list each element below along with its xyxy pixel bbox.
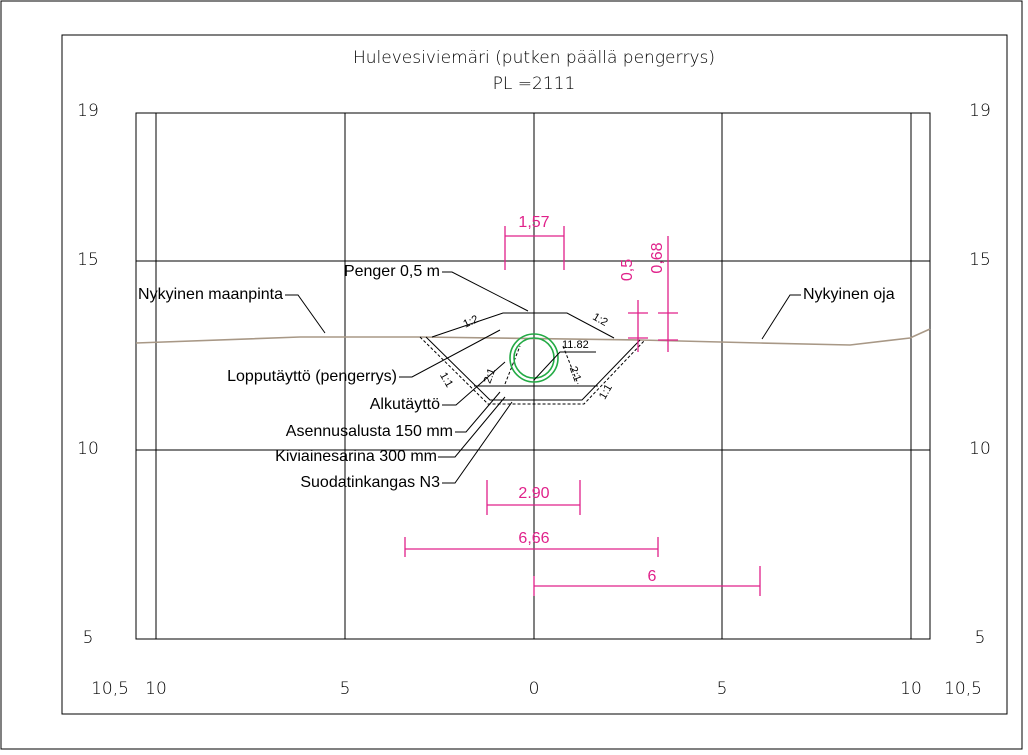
slope: 1:1 — [437, 370, 455, 389]
x-label: 5 — [340, 679, 351, 699]
pipe-level: 11.82 — [562, 339, 589, 351]
annotation: Kiviainesarina 300 mm — [275, 448, 437, 465]
annotation: Nykyinen maanpinta — [138, 286, 283, 303]
y-label: 5 — [83, 628, 94, 648]
y-label: 19 — [77, 101, 99, 121]
x-label: 10 — [145, 679, 167, 699]
x-label: 10 — [900, 679, 922, 699]
frame — [61, 34, 1008, 715]
annotation: Alkutäyttö — [370, 396, 440, 413]
pipe — [509, 333, 559, 383]
grid — [136, 113, 930, 639]
dimension: 2.90 — [518, 485, 549, 502]
y-label: 15 — [77, 250, 99, 270]
dimension: 0,68 — [649, 242, 666, 273]
annotation: Suodatinkangas N3 — [300, 474, 440, 491]
dimension: 6 — [648, 568, 657, 585]
y-labels-left: 19 15 10 5 — [77, 101, 99, 648]
subtitle: PL =2111 — [493, 74, 576, 94]
dimension-lines — [404, 226, 761, 596]
slope: 2:1 — [567, 365, 584, 383]
x-label: 0 — [529, 679, 540, 699]
annotation: Lopputäyttö (pengerrys) — [227, 368, 397, 385]
dimension: 0,5 — [619, 259, 636, 281]
x-label: 5 — [717, 679, 728, 699]
y-label: 10 — [969, 439, 991, 459]
x-labels: 10,5 10 5 0 5 10 10,5 — [91, 679, 982, 699]
dimension: 1,57 — [518, 214, 549, 231]
slope: 1:2 — [590, 311, 609, 329]
slope: 2:1 — [482, 367, 499, 385]
y-label: 10 — [77, 439, 99, 459]
dimension: 6,66 — [518, 530, 549, 547]
slope: 1:2 — [461, 313, 480, 330]
pipe-level-leader — [533, 351, 596, 381]
leaders — [285, 271, 801, 484]
ground-line — [135, 328, 931, 346]
annotation: Penger 0,5 m — [344, 263, 440, 280]
y-label: 15 — [969, 250, 991, 270]
trench — [419, 336, 646, 405]
slope: 1:1 — [597, 382, 615, 401]
title: Hulevesiviemäri (putken päällä pengerrys… — [353, 48, 715, 68]
x-label: 10,5 — [91, 679, 129, 699]
annotation: Nykyinen oja — [803, 286, 895, 303]
y-label: 19 — [969, 101, 991, 121]
x-label: 10,5 — [944, 679, 982, 699]
embankment — [431, 312, 615, 339]
plot-area — [135, 112, 931, 640]
y-label: 5 — [975, 628, 986, 648]
annotation: Asennusalusta 150 mm — [286, 423, 453, 440]
y-labels-right: 19 15 10 5 — [969, 101, 991, 648]
